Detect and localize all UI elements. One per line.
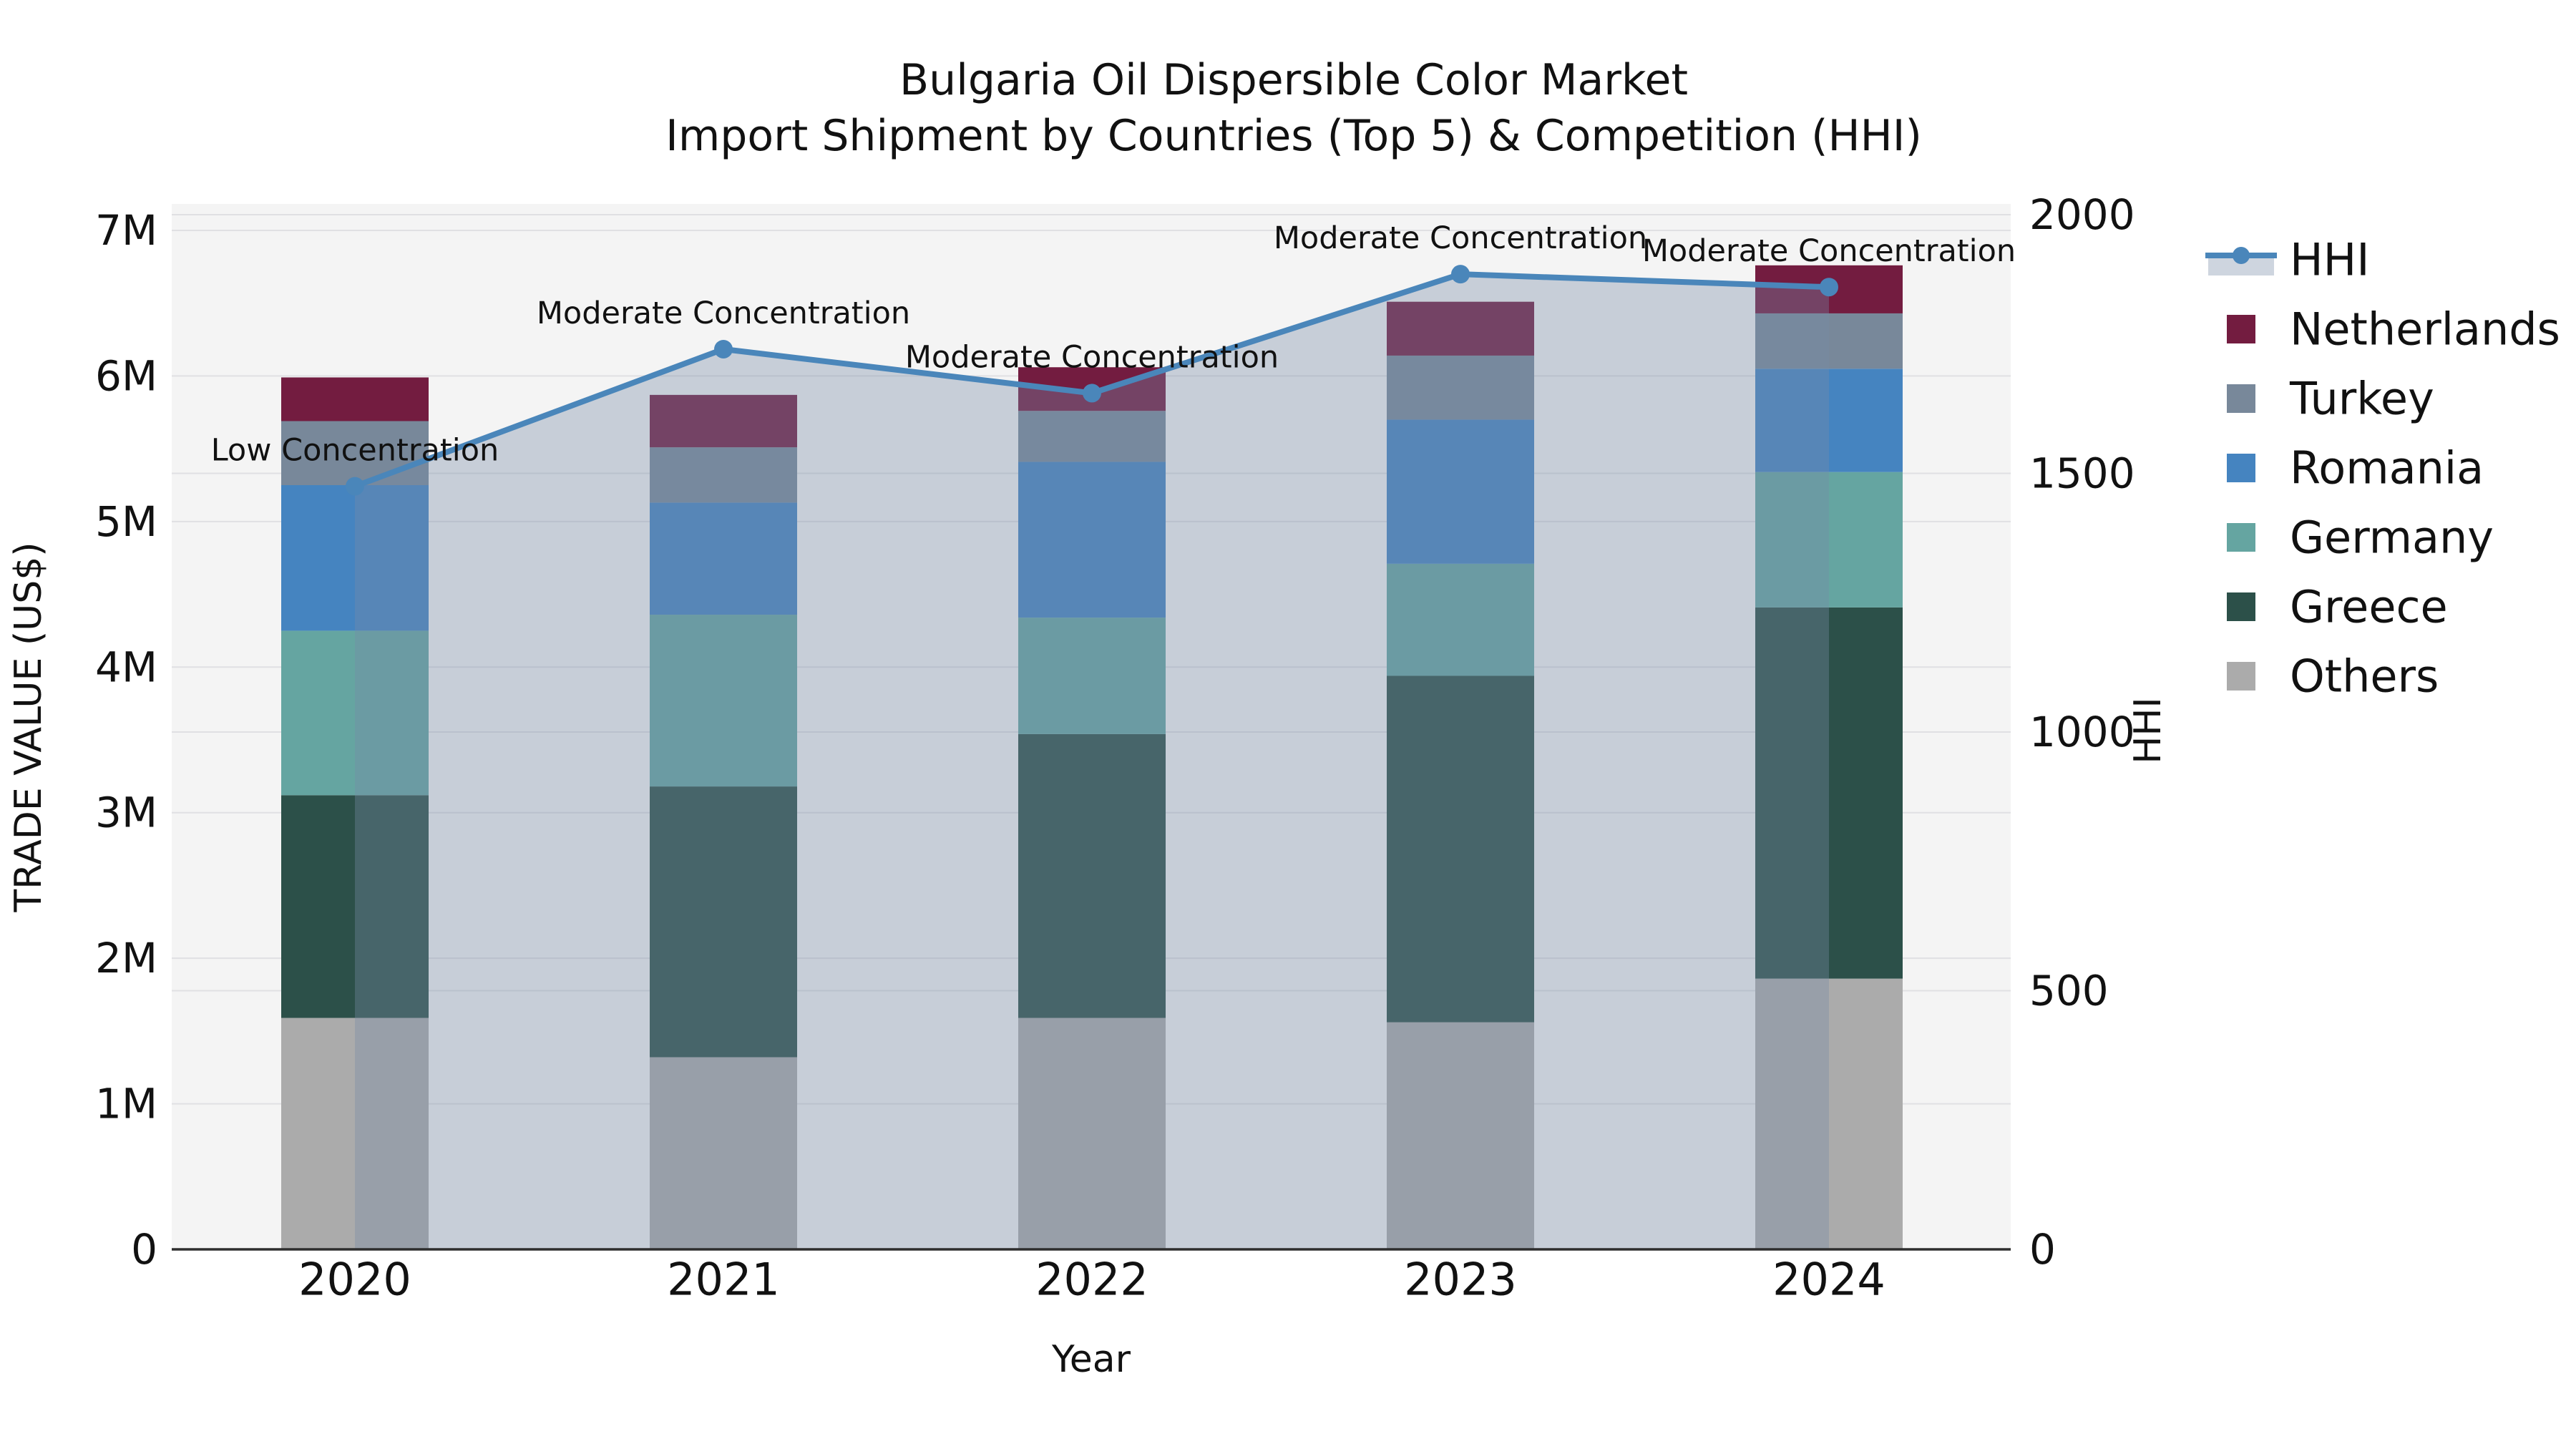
- bar-segment-2024-germany: [1755, 472, 1903, 608]
- bar-segment-2021-others: [650, 1057, 797, 1249]
- bar-segment-2022-romania: [1018, 462, 1166, 618]
- legend-item-turkey: Turkey: [2227, 373, 2434, 425]
- bar-segment-2022-greece: [1018, 733, 1166, 1018]
- legend-label-greece: Greece: [2290, 581, 2448, 633]
- bar-segment-2023-others: [1387, 1022, 1534, 1249]
- annotation-2020: Low Concentration: [211, 433, 499, 469]
- y-left-tick-6M: 6M: [95, 351, 157, 400]
- bar-segment-2021-turkey: [650, 447, 797, 503]
- chart-subtitle: Import Shipment by Countries (Top 5) & C…: [665, 111, 1922, 161]
- legend-swatch-germany: [2227, 523, 2255, 552]
- bar-segment-2023-greece: [1387, 675, 1534, 1023]
- y-left-tick-7M: 7M: [95, 206, 157, 255]
- hhi-point-2022: [1083, 384, 1101, 403]
- bar-segment-2020-netherlands: [281, 377, 429, 421]
- bar-segment-2021-netherlands: [650, 394, 797, 448]
- bar-segment-2021-romania: [650, 502, 797, 615]
- y-left-tick-0: 0: [131, 1225, 157, 1274]
- legend-label-others: Others: [2290, 650, 2439, 703]
- y-left-tick-5M: 5M: [95, 497, 157, 546]
- annotation-2022: Moderate Concentration: [905, 339, 1279, 375]
- stacked-bars: [281, 265, 1903, 1249]
- hhi-area-fill: [355, 274, 1829, 1249]
- y-left-tick-3M: 3M: [95, 789, 157, 837]
- x-tick-2024: 2024: [1772, 1254, 1885, 1306]
- legend-label-romania: Romania: [2290, 442, 2484, 494]
- legend-swatch-romania: [2227, 454, 2255, 482]
- y-left-tick-4M: 4M: [95, 643, 157, 691]
- bar-segment-2020-turkey: [281, 421, 429, 485]
- bar-segment-2024-greece: [1755, 607, 1903, 979]
- bar-segment-2020-greece: [281, 795, 429, 1018]
- legend-swatch-greece: [2227, 592, 2255, 621]
- y-right-tick-2000: 2000: [2029, 190, 2135, 239]
- bar-segment-2024-turkey: [1755, 313, 1903, 369]
- legend-swatch-others: [2227, 662, 2255, 691]
- bar-segment-2022-germany: [1018, 618, 1166, 734]
- legend-item-others: Others: [2227, 650, 2439, 703]
- legend-swatch-turkey: [2227, 384, 2255, 413]
- hhi-markers: [346, 265, 1838, 496]
- y-axis-left-title: TRADE VALUE (US$): [7, 542, 50, 912]
- annotation-2023: Moderate Concentration: [1274, 220, 1647, 256]
- bar-segment-2020-others: [281, 1018, 429, 1249]
- y-axis-left-ticks: 0 1M 2M 3M 4M 5M 6M 7M: [95, 206, 157, 1274]
- legend-item-germany: Germany: [2227, 512, 2494, 564]
- y-right-tick-1500: 1500: [2029, 449, 2135, 498]
- legend-item-hhi: HHI: [2205, 234, 2370, 286]
- legend-swatch-netherlands: [2227, 315, 2255, 343]
- legend-label-hhi: HHI: [2290, 234, 2370, 286]
- legend-item-greece: Greece: [2227, 581, 2448, 633]
- y-right-tick-0: 0: [2029, 1225, 2056, 1274]
- x-tick-2022: 2022: [1035, 1254, 1148, 1306]
- bar-segment-2023-turkey: [1387, 355, 1534, 420]
- x-tick-2023: 2023: [1404, 1254, 1517, 1306]
- y-right-tick-500: 500: [2029, 967, 2109, 1015]
- legend-item-romania: Romania: [2227, 442, 2484, 494]
- x-tick-2021: 2021: [667, 1254, 780, 1306]
- bar-segment-2020-germany: [281, 630, 429, 796]
- legend-hhi-marker-sample: [2233, 247, 2250, 264]
- y-left-tick-2M: 2M: [95, 934, 157, 982]
- bar-segment-2022-turkey: [1018, 411, 1166, 462]
- chart-title: Bulgaria Oil Dispersible Color Market: [899, 55, 1688, 105]
- y-axis-right-ticks: 0 500 1000 1500 2000: [2029, 190, 2135, 1274]
- hhi-point-2020: [346, 477, 364, 496]
- legend: HHI Netherlands Turkey Romania Germany Greece…: [2205, 234, 2560, 703]
- x-axis-title: Year: [1051, 1338, 1131, 1381]
- y-axis-right-title: HHI: [2127, 697, 2170, 764]
- hhi-point-2021: [714, 339, 733, 358]
- legend-label-germany: Germany: [2290, 512, 2494, 564]
- bar-segment-2021-greece: [650, 786, 797, 1058]
- bar-segment-2023-germany: [1387, 563, 1534, 676]
- bar-segment-2022-others: [1018, 1018, 1166, 1249]
- legend-label-turkey: Turkey: [2289, 373, 2434, 425]
- bar-segment-2020-romania: [281, 485, 429, 631]
- annotation-2021: Moderate Concentration: [537, 296, 910, 331]
- legend-item-netherlands: Netherlands: [2227, 303, 2560, 356]
- bar-segment-2021-germany: [650, 615, 797, 787]
- bar-segment-2024-romania: [1755, 369, 1903, 472]
- bar-segment-2024-others: [1755, 978, 1903, 1249]
- hhi-point-2024: [1820, 278, 1838, 297]
- bar-segment-2023-netherlands: [1387, 301, 1534, 356]
- x-tick-2020: 2020: [298, 1254, 411, 1306]
- annotation-2024: Moderate Concentration: [1642, 233, 2016, 269]
- y-right-tick-1000: 1000: [2029, 708, 2135, 756]
- y-left-tick-1M: 1M: [95, 1080, 157, 1128]
- x-axis-ticks: 2020 2021 2022 2023 2024: [298, 1254, 1885, 1306]
- legend-label-netherlands: Netherlands: [2290, 303, 2560, 356]
- hhi-point-2023: [1451, 265, 1470, 284]
- bar-segment-2023-romania: [1387, 419, 1534, 564]
